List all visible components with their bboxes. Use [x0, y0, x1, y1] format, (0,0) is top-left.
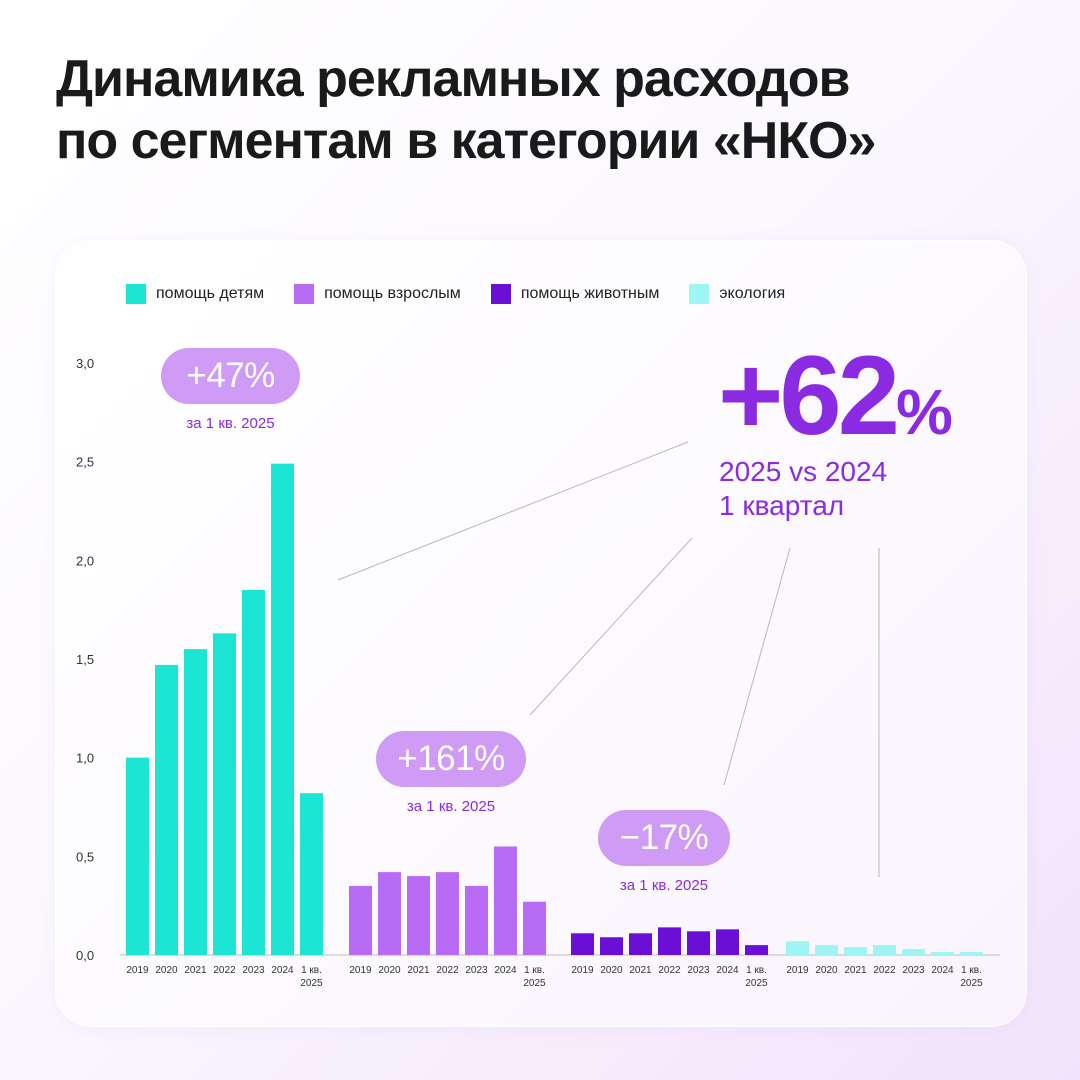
bar-children — [213, 633, 236, 955]
bar-animals — [745, 945, 768, 955]
bar-children — [271, 463, 294, 955]
x-tick-label: 2020 — [600, 965, 623, 976]
legend-label-animals: помощь животным — [520, 285, 660, 302]
x-tick-label: 2022 — [658, 965, 681, 976]
x-tick-label: 2024 — [716, 965, 739, 976]
bar-adults — [465, 885, 488, 955]
bar-ecology — [931, 952, 954, 955]
legend-label-adults: помощь взрослым — [324, 285, 461, 302]
y-tick-label: 3,0 — [76, 356, 94, 371]
bar-animals — [716, 929, 739, 955]
x-tick-label: 1 кв. — [524, 965, 545, 976]
bar-children — [155, 664, 178, 955]
legend-swatch-children — [126, 284, 146, 304]
total-change-caption: 2025 vs 2024 1 квартал — [719, 455, 887, 523]
x-tick-label: 2019 — [126, 965, 149, 976]
y-tick-label: 0,0 — [76, 948, 94, 963]
x-tick-label: 2020 — [155, 965, 178, 976]
x-tick-label: 2021 — [844, 965, 867, 976]
x-tick-label: 2024 — [271, 965, 294, 976]
connector-line — [723, 547, 791, 786]
x-tick-label: 2022 — [873, 965, 896, 976]
legend-item-children: помощь детям — [126, 284, 264, 304]
x-tick-label: 2023 — [465, 965, 488, 976]
total-change-caption-line2: 1 квартал — [719, 490, 845, 521]
bar-children — [126, 757, 149, 955]
bar-ecology — [873, 945, 896, 955]
title-line-1: Динамика рекламных расходов — [56, 50, 850, 108]
bar-adults — [436, 872, 459, 955]
x-tick-label: 2023 — [687, 965, 710, 976]
legend-label-children: помощь детям — [156, 285, 265, 302]
bar-children — [242, 589, 265, 955]
x-tick-label: 2023 — [242, 965, 265, 976]
bar-animals — [687, 931, 710, 955]
total-change: +62% — [718, 336, 953, 456]
legend-label-ecology: экология — [719, 285, 786, 302]
x-tick-label: 2025 — [960, 978, 983, 989]
total-change-percent: % — [895, 376, 953, 448]
x-tick-label: 1 кв. — [301, 965, 322, 976]
bar-animals — [571, 933, 594, 955]
bar-animals — [658, 927, 681, 955]
change-note-children: за 1 кв. 2025 — [186, 415, 275, 432]
x-tick-label: 1 кв. — [746, 965, 767, 976]
y-tick-label: 1,5 — [76, 652, 94, 667]
y-tick-label: 2,5 — [76, 455, 94, 470]
x-tick-label: 2019 — [571, 965, 594, 976]
title-line-2: по сегментам в категории «НКО» — [56, 112, 876, 170]
x-tick-label: 2025 — [745, 978, 768, 989]
change-badge-animals: −17% — [598, 810, 730, 866]
x-tick-label: 2020 — [815, 965, 838, 976]
x-tick-label: 2024 — [494, 965, 517, 976]
y-tick-label: 0,5 — [76, 849, 94, 864]
change-badge-children: +47% — [161, 348, 300, 404]
bar-children — [300, 793, 323, 955]
x-tick-label: 2022 — [436, 965, 459, 976]
bar-adults — [523, 901, 546, 955]
y-tick-label: 1,0 — [76, 751, 94, 766]
bar-ecology — [786, 941, 809, 955]
legend-swatch-ecology — [689, 284, 710, 304]
bar-ecology — [960, 952, 983, 955]
x-tick-label: 2021 — [184, 965, 207, 976]
page-title: Динамика рекламных расходов по сегментам… — [56, 48, 876, 172]
bar-animals — [629, 933, 652, 955]
change-note-animals: за 1 кв. 2025 — [619, 877, 709, 894]
bar-ecology — [902, 949, 925, 955]
x-tick-label: 2019 — [349, 965, 372, 976]
legend-swatch-animals — [490, 284, 511, 304]
y-tick-label: 2,0 — [76, 553, 94, 568]
bar-adults — [407, 876, 430, 955]
bar-adults — [349, 885, 372, 955]
change-badge-adults: +161% — [376, 731, 526, 787]
legend-item-adults: помощь взрослым — [294, 284, 461, 304]
bar-ecology — [844, 947, 867, 955]
legend-swatch-adults — [294, 284, 315, 304]
x-tick-label: 2022 — [213, 965, 236, 976]
x-tick-label: 2021 — [407, 965, 430, 976]
total-change-number: +62 — [718, 333, 900, 458]
legend-item-animals: помощь животным — [490, 284, 660, 304]
x-tick-label: 2019 — [786, 965, 809, 976]
legend-item-ecology: экология — [689, 284, 785, 304]
change-note-adults: за 1 кв. 2025 — [406, 798, 496, 815]
bar-adults — [494, 846, 517, 955]
x-tick-label: 2020 — [378, 965, 401, 976]
x-tick-label: 2023 — [902, 965, 925, 976]
total-change-caption-line1: 2025 vs 2024 — [719, 456, 888, 487]
bar-animals — [600, 937, 623, 955]
bar-ecology — [815, 945, 838, 955]
x-tick-label: 2024 — [931, 965, 954, 976]
x-tick-label: 2021 — [629, 965, 652, 976]
connector-line — [337, 441, 689, 581]
x-tick-label: 2025 — [300, 978, 323, 989]
bar-adults — [378, 872, 401, 955]
x-tick-label: 1 кв. — [961, 965, 982, 976]
connector-line — [529, 537, 693, 716]
x-tick-label: 2025 — [523, 978, 546, 989]
bar-children — [184, 649, 207, 955]
chart-legend: помощь детям помощь взрослым помощь живо… — [126, 284, 815, 304]
